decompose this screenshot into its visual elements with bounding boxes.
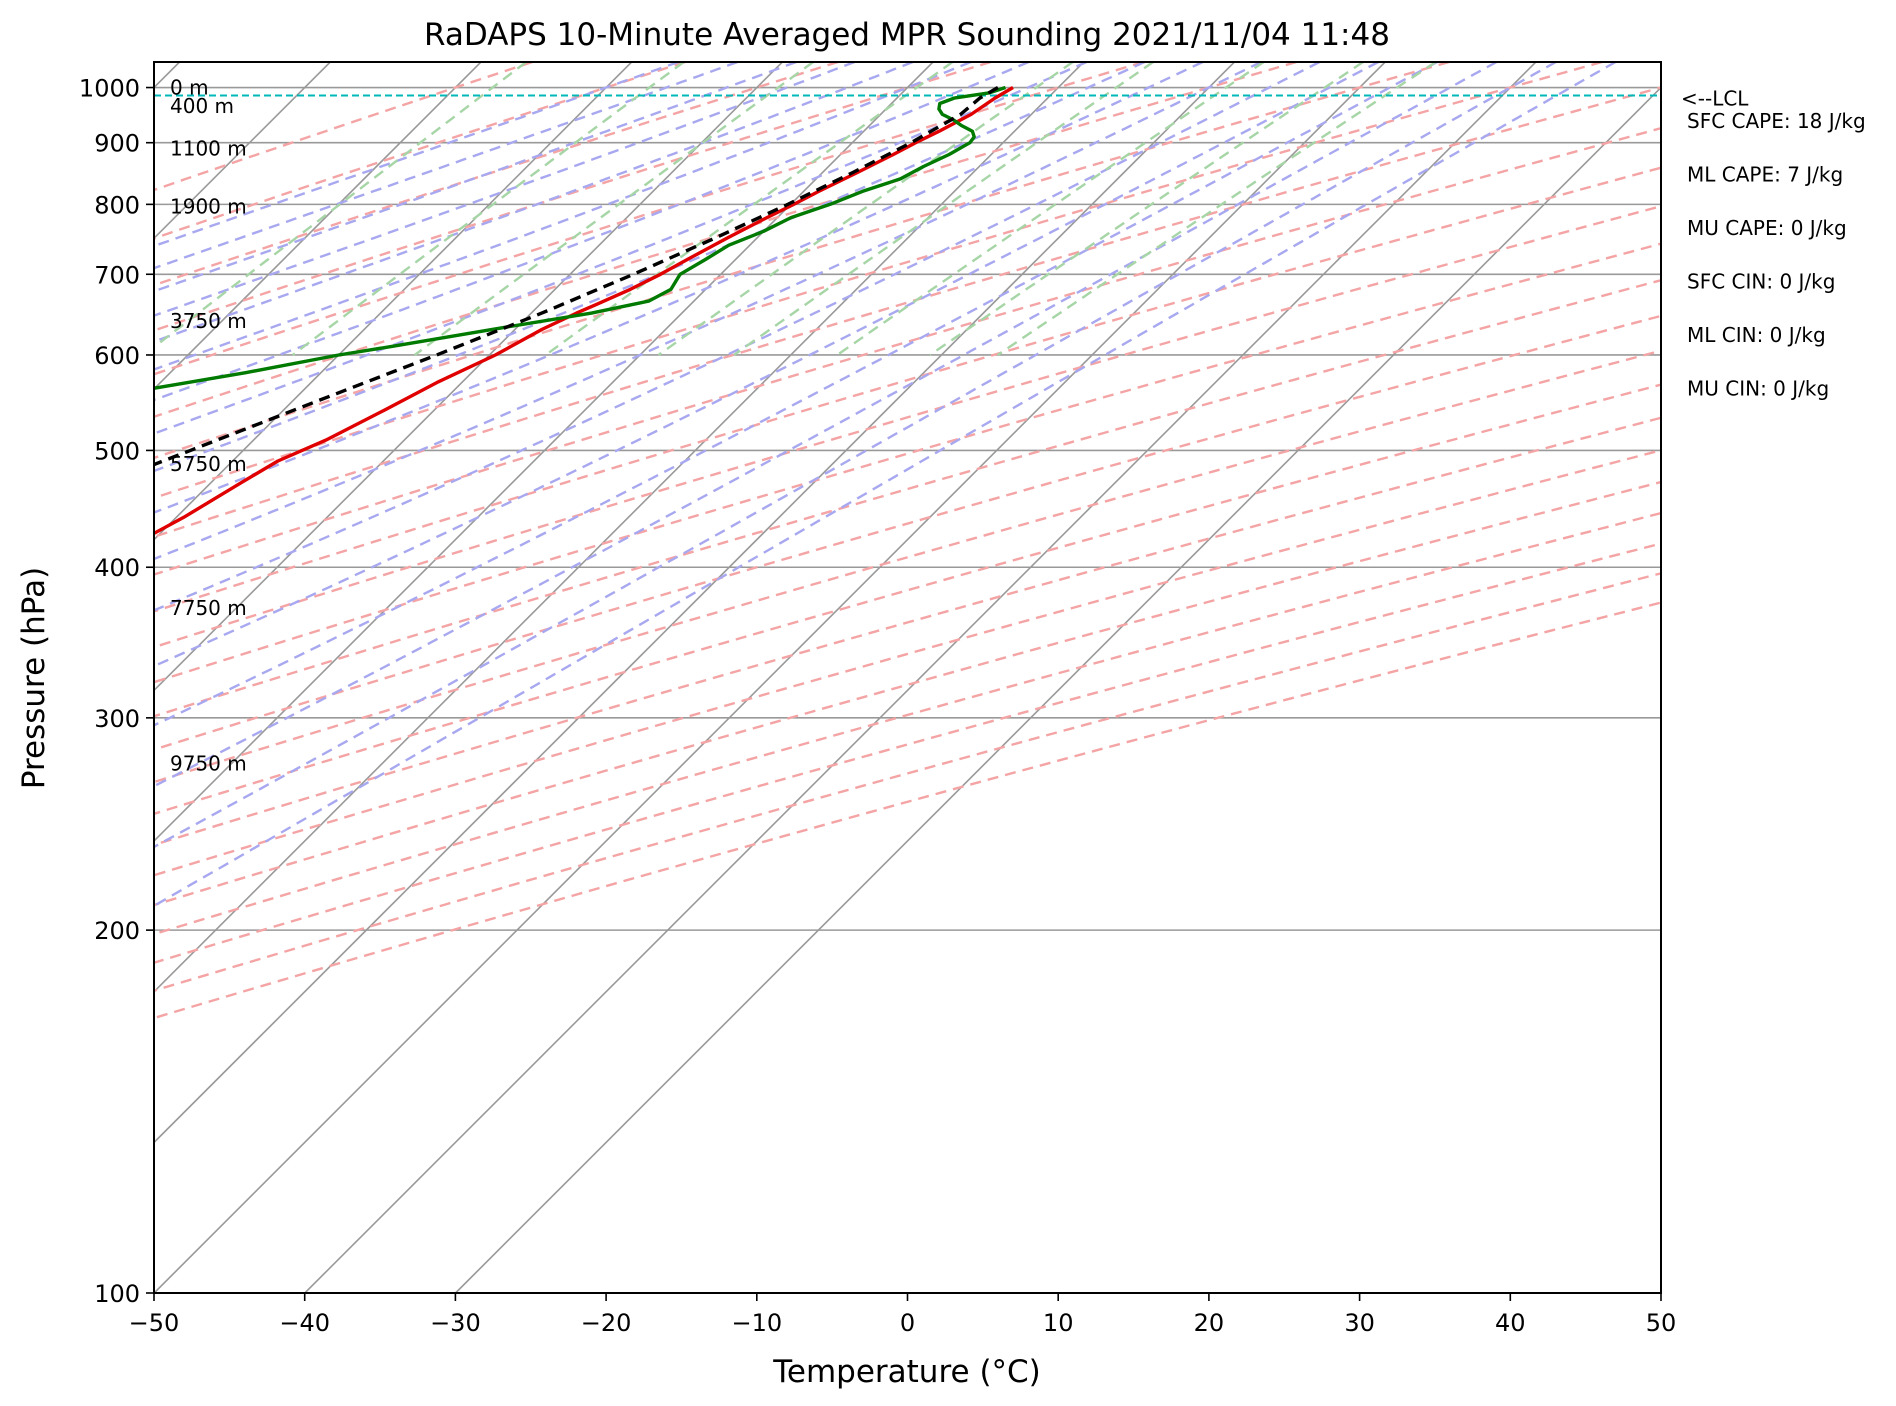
x-axis-label: Temperature (°C) — [772, 1354, 1041, 1390]
dry-adiabat — [154, 62, 1297, 418]
parameter-text: ML CAPE: 7 J/kg — [1687, 163, 1843, 187]
moist-adiabat — [154, 62, 738, 270]
dry-adiabat — [154, 242, 1661, 684]
mixing-ratio-line — [836, 62, 1265, 356]
moist-adiabat — [154, 62, 1146, 473]
mixing-ratio-line — [657, 62, 1074, 356]
parameter-list: SFC CAPE: 18 J/kg ML CAPE: 7 J/kg MU CAPE:… — [1687, 109, 1866, 401]
dry-adiabat — [154, 449, 1661, 877]
y-tick-label: 500 — [94, 437, 140, 465]
mixing-ratio-line — [154, 62, 527, 349]
height-label: 400 m — [170, 94, 234, 118]
background-grid — [154, 62, 1661, 1293]
moist-adiabat — [154, 62, 856, 317]
isotherm-30 — [154, 62, 1386, 1293]
dry-adiabat — [154, 86, 1661, 539]
isotherm--20 — [154, 62, 633, 541]
y-tick-label: 200 — [94, 917, 140, 945]
height-label: 5750 m — [170, 452, 247, 476]
isotherm-10 — [154, 62, 1085, 993]
height-label: 1100 m — [170, 137, 247, 161]
dry-adiabat — [154, 480, 1661, 907]
dry-adiabat — [154, 62, 1144, 376]
y-tick-label: 600 — [94, 342, 140, 370]
moist-adiabat — [154, 62, 1557, 849]
isotherm-20 — [154, 62, 1236, 1144]
dry-adiabat — [154, 204, 1661, 649]
chart-title: RaDAPS 10-Minute Averaged MPR Sounding 2… — [424, 17, 1390, 53]
y-tick-label: 700 — [94, 261, 140, 289]
y-tick-label: 100 — [94, 1280, 140, 1308]
height-label: 7750 m — [170, 596, 247, 620]
dry-adiabat — [154, 62, 686, 240]
x-tick-label: −10 — [731, 1309, 782, 1337]
x-tick-label: 40 — [1495, 1309, 1526, 1337]
moist-adiabat — [154, 62, 914, 343]
moist-adiabat — [154, 62, 679, 248]
height-label: 1900 m — [170, 194, 247, 218]
y-tick-label: 300 — [94, 705, 140, 733]
mixing-ratio-line — [291, 62, 685, 356]
x-tick-label: 20 — [1194, 1309, 1225, 1337]
mixing-ratio-line — [733, 62, 1154, 356]
y-axis-label: Pressure (hPa) — [16, 567, 52, 789]
height-label: 9750 m — [170, 751, 247, 775]
height-label: 3750 m — [170, 309, 247, 333]
x-tick-label: 50 — [1646, 1309, 1677, 1337]
moist-adiabat — [154, 62, 1617, 908]
y-tick-label: 900 — [94, 130, 140, 158]
height-label: 0 m — [170, 76, 209, 100]
dry-adiabat — [154, 383, 1661, 816]
dry-adiabat — [154, 62, 992, 332]
parcel-profile-line — [154, 86, 999, 467]
parameter-text: MU CIN: 0 J/kg — [1687, 377, 1829, 401]
x-tick-label: −40 — [279, 1309, 330, 1337]
x-tick-label: 10 — [1043, 1309, 1074, 1337]
isotherm-0 — [154, 62, 934, 843]
dewpoint-line — [154, 85, 1007, 390]
dry-adiabat — [154, 314, 1661, 751]
mixing-ratio-line — [544, 62, 954, 356]
x-tick-label: 0 — [900, 1309, 915, 1337]
dry-adiabat — [154, 62, 1603, 500]
y-tick-label: 800 — [94, 191, 140, 219]
isotherm--30 — [154, 62, 482, 391]
isotherm--10 — [154, 62, 783, 692]
dry-adiabat — [154, 572, 1661, 992]
parameter-text: SFC CIN: 0 J/kg — [1687, 270, 1835, 294]
x-tick-label: −20 — [581, 1309, 632, 1337]
temperature-line — [154, 86, 1014, 536]
dry-adiabat — [154, 349, 1661, 784]
mixing-ratio-line — [929, 62, 1364, 356]
moist-adiabat — [154, 62, 1087, 435]
parameter-text: SFC CAPE: 18 J/kg — [1687, 109, 1866, 133]
x-tick-label: −30 — [430, 1309, 481, 1337]
lcl-label: <--LCL — [1681, 86, 1749, 110]
x-tick-label: 30 — [1344, 1309, 1375, 1337]
y-tick-label: 1000 — [79, 75, 140, 103]
moist-adiabat — [154, 62, 1379, 668]
dry-adiabat — [154, 601, 1661, 1020]
x-tick-label: −50 — [129, 1309, 180, 1337]
parameter-text: MU CAPE: 0 J/kg — [1687, 216, 1847, 240]
mixing-ratio-line — [997, 62, 1437, 356]
isotherm-50 — [454, 86, 1661, 1293]
series-layer — [154, 85, 1661, 536]
dry-adiabat — [154, 542, 1661, 964]
moist-adiabat — [154, 62, 1321, 612]
parameter-text: ML CIN: 0 J/kg — [1687, 323, 1826, 347]
moist-adiabat — [154, 62, 1498, 788]
isotherm-40 — [304, 62, 1537, 1293]
dry-adiabat — [154, 126, 1661, 576]
axis-ticks: <--LCL −50 −40 −30 −20 −10 0 10 20 30 40 50 100 200 30… — [79, 75, 1749, 1337]
y-tick-label: 400 — [94, 554, 140, 582]
moist-adiabat — [154, 62, 1204, 514]
